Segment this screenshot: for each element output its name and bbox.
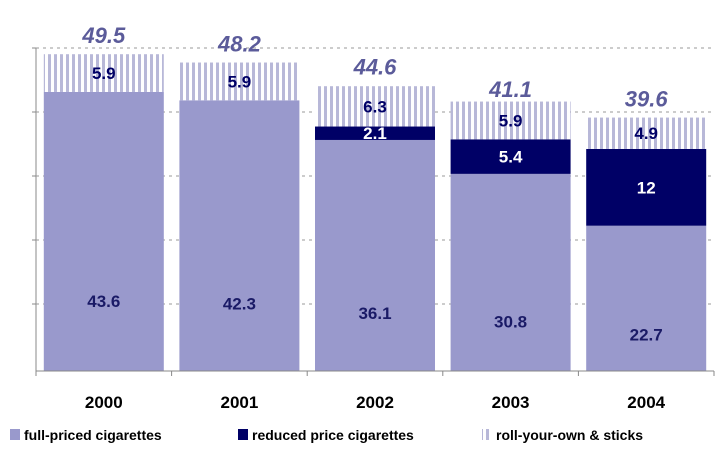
data-label: 30.8 bbox=[494, 313, 527, 332]
x-tick-label: 2004 bbox=[627, 393, 665, 412]
bar-segment bbox=[450, 101, 571, 140]
total-label: 44.6 bbox=[353, 55, 398, 80]
x-tick-label: 2001 bbox=[220, 393, 258, 412]
data-label: 6.3 bbox=[363, 97, 387, 116]
data-label: 5.9 bbox=[228, 72, 252, 91]
bar-segment bbox=[179, 62, 300, 101]
bar-segment bbox=[586, 148, 707, 226]
data-label: 5.9 bbox=[92, 64, 116, 83]
legend-label: roll-your-own & sticks bbox=[496, 427, 643, 443]
total-label: 48.2 bbox=[217, 32, 262, 57]
x-axis: 2000 2001 2002 2003 2004 bbox=[35, 370, 715, 412]
data-label: 4.9 bbox=[634, 124, 658, 143]
legend: full-priced cigarettes reduced price ciga… bbox=[10, 427, 643, 443]
legend-label: reduced price cigarettes bbox=[252, 427, 414, 443]
bar-segment bbox=[450, 139, 571, 174]
bar-segment bbox=[315, 86, 435, 127]
total-label: 49.5 bbox=[81, 23, 126, 48]
data-label: 5.4 bbox=[499, 148, 523, 167]
data-label: 42.3 bbox=[223, 294, 256, 313]
bar-segment bbox=[586, 117, 707, 149]
bar-segment bbox=[315, 139, 435, 371]
legend-label: full-priced cigarettes bbox=[24, 427, 162, 443]
x-tick-label: 2003 bbox=[492, 393, 530, 412]
bars-group: 43.6 5.9 49.5 42.3 5.9 48.2 36.1 2.1 6.3 44.6 30.8… bbox=[43, 23, 707, 372]
data-label: 12 bbox=[637, 178, 656, 197]
data-label: 5.9 bbox=[499, 111, 523, 130]
legend-swatch bbox=[238, 429, 248, 440]
data-label: 2.1 bbox=[363, 124, 387, 143]
data-label: 43.6 bbox=[87, 292, 120, 311]
x-tick-label: 2002 bbox=[356, 393, 394, 412]
total-label: 41.1 bbox=[488, 77, 532, 102]
bar-segment bbox=[586, 225, 707, 371]
bar-segment bbox=[43, 91, 164, 372]
data-label: 22.7 bbox=[630, 326, 663, 345]
legend-swatch bbox=[10, 429, 20, 440]
data-label: 36.1 bbox=[358, 304, 391, 323]
total-label: 39.6 bbox=[625, 87, 669, 112]
bar-segment bbox=[450, 173, 571, 371]
bar-segment bbox=[43, 54, 164, 92]
x-tick-label: 2000 bbox=[85, 393, 123, 412]
bar-segment bbox=[179, 100, 300, 371]
bar-segment bbox=[315, 126, 435, 140]
legend-swatch bbox=[482, 429, 492, 440]
